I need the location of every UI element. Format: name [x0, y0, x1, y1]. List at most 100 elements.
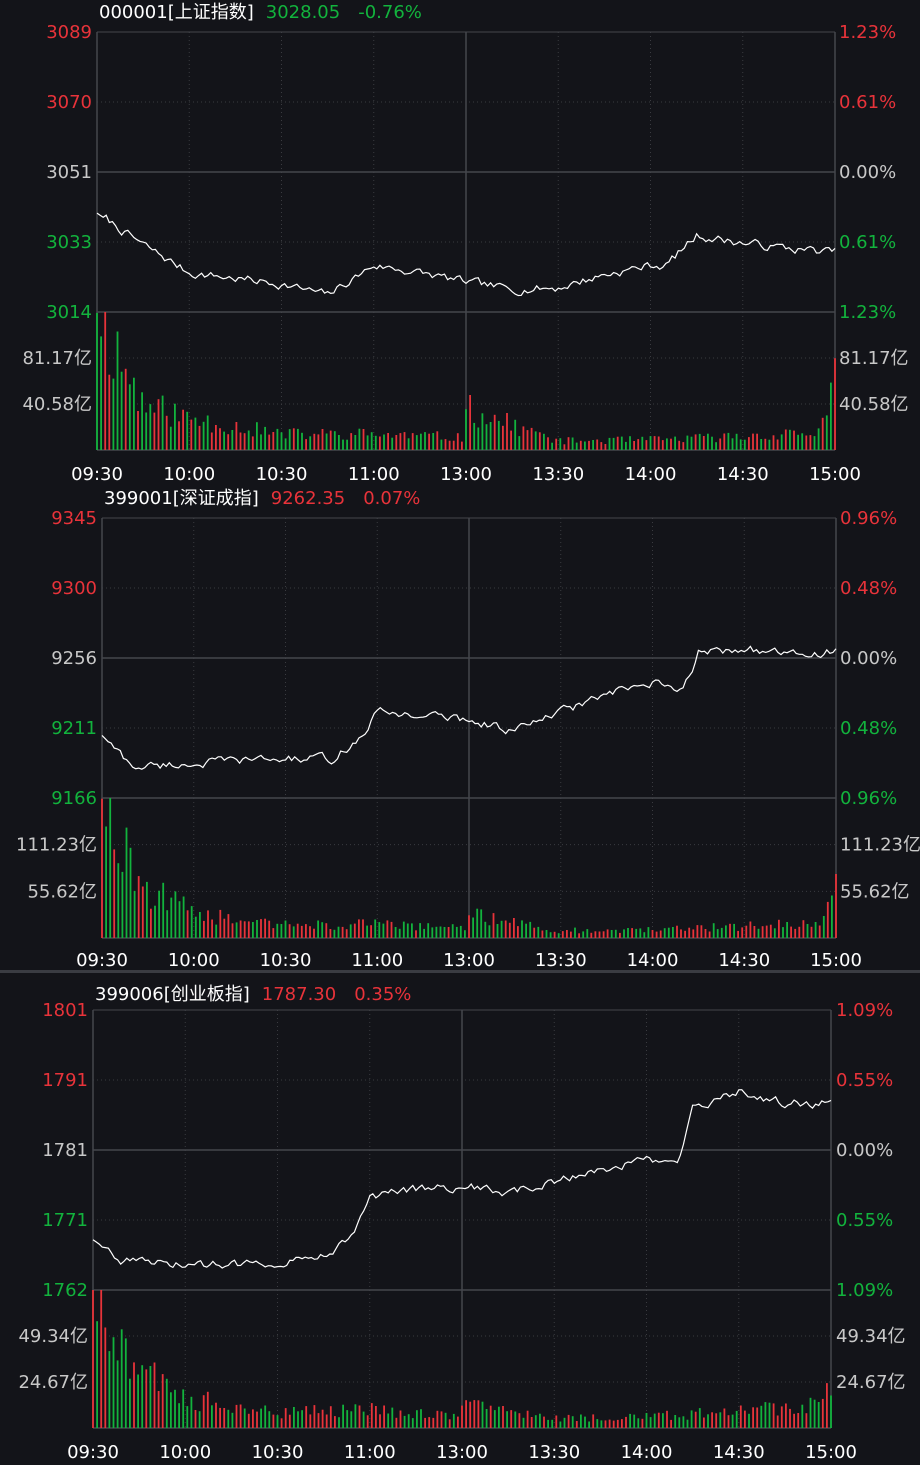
volume-bar — [821, 417, 824, 450]
volume-bar — [725, 925, 727, 938]
volume-bar — [231, 1412, 234, 1428]
volume-bar — [165, 415, 168, 450]
volume-bar — [731, 438, 734, 450]
volume-bar — [411, 1418, 414, 1428]
volume-bar — [386, 920, 389, 938]
volume-bar — [338, 435, 340, 450]
time-tick-label: 11:00 — [348, 464, 400, 485]
volume-bar — [120, 371, 123, 450]
volume-bar — [551, 442, 553, 450]
volume-bar — [608, 1419, 611, 1428]
volume-bar — [692, 929, 695, 938]
volume-bar — [508, 922, 511, 938]
volume-bar — [590, 932, 593, 938]
volume-bar — [165, 1378, 168, 1428]
volume-bar — [610, 930, 613, 938]
volume-bar — [555, 438, 558, 450]
volume-bar — [264, 426, 266, 450]
volume-bar — [641, 1418, 644, 1428]
volume-bar — [321, 1409, 324, 1428]
volume-bar — [112, 378, 115, 450]
volume-bar — [745, 925, 748, 938]
volume-bar — [174, 1389, 176, 1428]
volume-bar — [772, 1403, 775, 1428]
volume-bar — [477, 1400, 480, 1428]
volume-bar — [431, 927, 434, 938]
volume-bar — [239, 920, 242, 938]
volume-bar — [707, 1414, 709, 1428]
volume-bar — [690, 1410, 693, 1428]
volume-bar — [719, 1412, 722, 1428]
volume-bar — [133, 377, 135, 450]
volume-bar — [461, 441, 463, 450]
price-tick-label: 1801 — [42, 1000, 88, 1021]
volume-bar — [625, 1416, 627, 1428]
volume-bar — [663, 928, 666, 938]
volume-bar — [231, 923, 234, 938]
volume-bar — [268, 920, 271, 938]
volume-bar — [637, 1418, 640, 1428]
volume-bar — [575, 442, 578, 450]
volume-bar — [349, 924, 352, 938]
volume-bar — [594, 931, 597, 938]
volume-bar — [733, 923, 735, 938]
volume-bar — [157, 1391, 160, 1428]
time-tick-label: 14:30 — [713, 1442, 765, 1463]
volume-bar — [534, 431, 537, 450]
volume-bar — [247, 1413, 250, 1428]
volume-bar — [703, 1417, 705, 1428]
volume-bar — [375, 1406, 377, 1428]
volume-bar — [731, 1414, 734, 1428]
volume-bar — [149, 404, 152, 450]
volume-bar — [764, 438, 767, 450]
volume-bar — [455, 926, 458, 938]
index-code: 000001 — [99, 2, 168, 23]
price-tick-label: 3070 — [46, 92, 92, 113]
volume-bar — [604, 1420, 607, 1428]
volume-tick-label: 40.58亿 — [22, 394, 92, 415]
volume-bar — [798, 926, 801, 938]
percent-tick-label: 0.00% — [839, 162, 896, 183]
volume-bar — [789, 1408, 791, 1428]
percent-tick-label: 0.61% — [839, 232, 896, 253]
volume-bar — [484, 921, 487, 938]
volume-bar — [588, 1421, 590, 1428]
volume-bar — [633, 1414, 636, 1428]
volume-bar — [526, 430, 529, 450]
volume-bar — [170, 897, 173, 938]
volume-bar — [488, 925, 491, 938]
volume-bar — [526, 1410, 529, 1428]
volume-bar — [174, 403, 176, 450]
volume-bar — [543, 1416, 545, 1428]
volume-bar — [211, 1405, 213, 1428]
volume-bar — [592, 440, 594, 450]
time-tick-label: 09:30 — [67, 1442, 119, 1463]
volume-bar — [657, 1412, 660, 1428]
volume-bar — [387, 433, 389, 450]
index-header: 399006[创业板指] 1787.30 0.35% — [95, 984, 411, 1005]
volume-bar — [662, 1413, 664, 1428]
volume-bar — [448, 1419, 451, 1428]
price-tick-label: 3014 — [46, 302, 92, 323]
percent-tick-label: 0.96% — [840, 788, 897, 809]
volume-bar — [641, 436, 644, 450]
volume-bar — [649, 1417, 652, 1428]
volume-bar — [459, 925, 462, 938]
volume-bar — [529, 921, 532, 938]
volume-bar — [105, 826, 107, 938]
volume-bar — [391, 1407, 394, 1428]
volume-bar — [182, 1389, 185, 1428]
volume-bar — [570, 931, 572, 938]
volume-bar — [534, 1415, 537, 1428]
percent-tick-label: 0.48% — [840, 718, 897, 739]
volume-bar — [744, 1410, 746, 1428]
volume-bar — [215, 924, 218, 938]
volume-bar — [510, 1410, 513, 1428]
volume-bar — [620, 436, 623, 450]
volume-bar — [325, 1414, 328, 1428]
volume-bar — [256, 1411, 258, 1428]
volume-bar — [549, 932, 552, 938]
volume-bar — [727, 1415, 730, 1428]
volume-bar — [182, 896, 185, 938]
volume-bar — [207, 910, 209, 938]
